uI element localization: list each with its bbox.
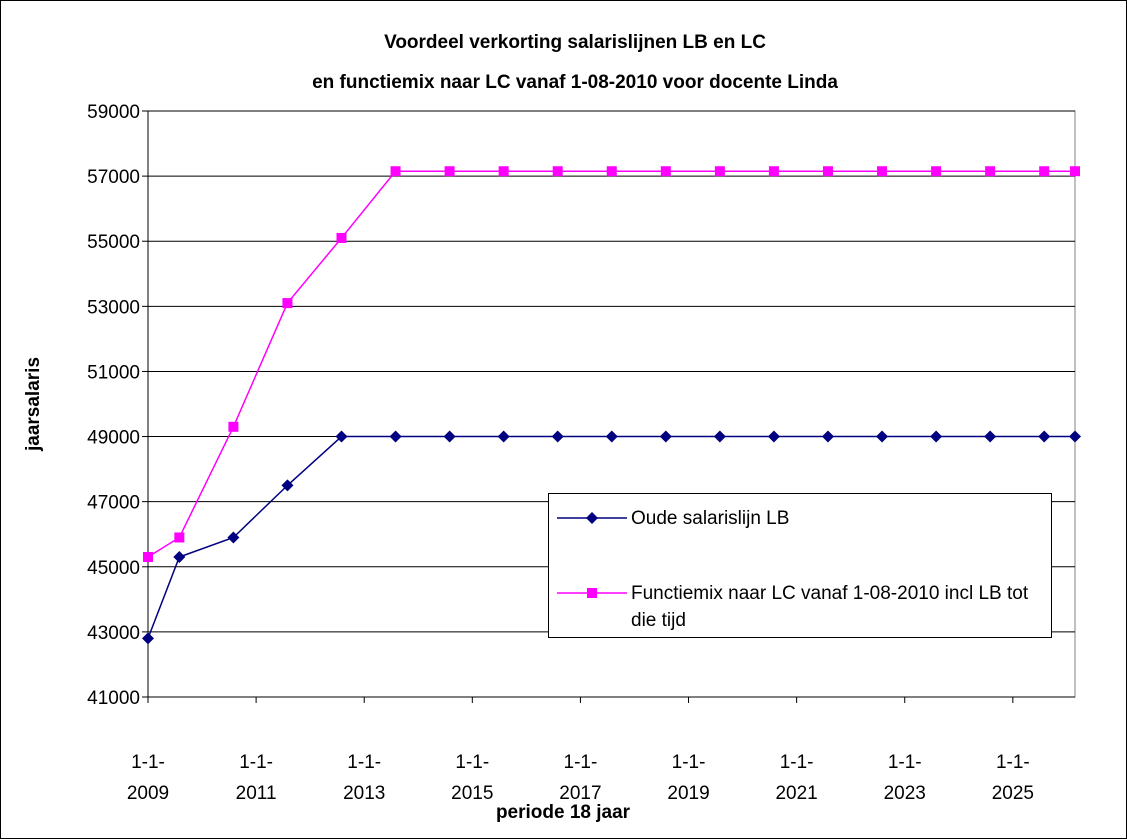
marker xyxy=(659,430,672,443)
x-tick-label: 1-1-2013 xyxy=(343,752,385,804)
marker xyxy=(713,430,726,443)
marker xyxy=(389,430,402,443)
marker xyxy=(714,166,725,177)
marker xyxy=(768,166,779,177)
x-tick-label: 1-1-2015 xyxy=(451,752,493,804)
marker xyxy=(336,232,347,243)
marker xyxy=(586,512,598,524)
y-tick-label: 47000 xyxy=(87,493,140,514)
marker xyxy=(551,430,564,443)
marker xyxy=(606,166,617,177)
marker xyxy=(1069,430,1081,443)
marker xyxy=(444,166,455,177)
marker xyxy=(660,166,671,177)
marker xyxy=(930,430,943,443)
marker xyxy=(931,166,942,177)
x-tick-label: 1-1-2017 xyxy=(559,752,601,804)
marker xyxy=(282,298,293,309)
legend-label: Oude salarislijn LB xyxy=(631,508,790,529)
marker xyxy=(767,430,780,443)
marker xyxy=(984,430,997,443)
marker xyxy=(985,166,996,177)
x-tick-label: 1-1-2019 xyxy=(667,752,709,804)
marker xyxy=(174,532,185,543)
legend-swatch xyxy=(557,512,627,524)
marker xyxy=(142,632,154,645)
marker xyxy=(1070,166,1080,177)
y-tick-label: 41000 xyxy=(87,688,140,709)
x-axis-label: periode 18 jaar xyxy=(496,802,631,823)
marker xyxy=(1038,430,1051,443)
marker xyxy=(228,421,239,432)
marker xyxy=(497,430,510,443)
y-tick-label: 57000 xyxy=(87,167,140,188)
y-axis-label: jaarsalaris xyxy=(23,357,44,452)
marker xyxy=(227,531,240,544)
marker xyxy=(173,551,186,564)
legend: Oude salarislijn LB Functiemix naar LC va… xyxy=(548,493,1052,638)
x-tick-label: 1-1-2021 xyxy=(775,752,817,804)
y-tick-label: 53000 xyxy=(87,297,140,318)
marker xyxy=(552,166,563,177)
x-tick-label: 1-1-2011 xyxy=(236,752,277,804)
marker xyxy=(877,166,888,177)
legend-entry: Functiemix naar LC vanaf 1-08-2010 incl … xyxy=(555,580,1041,634)
marker xyxy=(390,166,401,177)
y-tick-label: 51000 xyxy=(87,362,140,383)
y-tick-label: 55000 xyxy=(87,232,140,253)
legend-entry: Oude salarislijn LB xyxy=(555,505,1041,532)
legend-label: Functiemix naar LC vanaf 1-08-2010 incl … xyxy=(631,583,1029,631)
y-tick-label: 43000 xyxy=(87,623,140,644)
x-tick-label: 1-1-2025 xyxy=(992,752,1034,804)
marker xyxy=(822,166,833,177)
y-tick-label: 59000 xyxy=(87,102,140,123)
marker xyxy=(821,430,834,443)
y-tick-label: 49000 xyxy=(87,428,140,449)
marker xyxy=(1039,166,1050,177)
marker xyxy=(605,430,618,443)
marker xyxy=(143,552,153,563)
chart-title: en functiemix naar LC vanaf 1-08-2010 vo… xyxy=(312,72,838,93)
marker xyxy=(281,479,294,492)
legend-swatch xyxy=(557,588,627,598)
x-tick-label: 1-1-2009 xyxy=(127,752,169,804)
marker xyxy=(443,430,456,443)
x-tick-label: 1-1-2023 xyxy=(884,752,926,804)
marker xyxy=(335,430,348,443)
marker xyxy=(498,166,509,177)
marker xyxy=(587,588,597,598)
marker xyxy=(876,430,889,443)
chart-title: Voordeel verkorting salarislijnen LB en … xyxy=(384,32,766,53)
y-tick-label: 45000 xyxy=(87,558,140,579)
